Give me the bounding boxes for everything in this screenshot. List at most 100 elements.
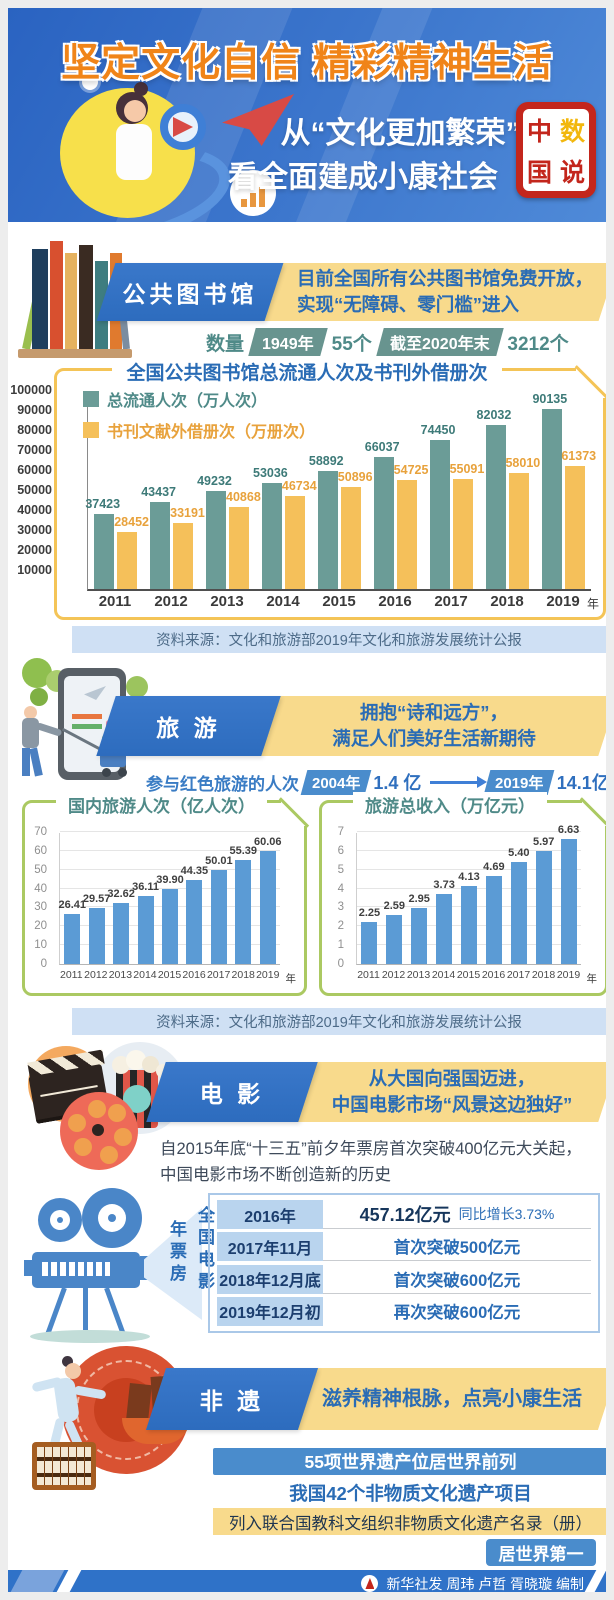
bar-2016: 44.35 — [181, 865, 208, 964]
y-tick-6: 6 — [337, 844, 344, 857]
table-cell-value: 再次突破600亿元 — [393, 1304, 521, 1323]
count-tag-1949: 1949年 — [248, 328, 328, 356]
bar-2012-s0: 43437 — [141, 485, 176, 589]
x-tick-2015: 2015 — [456, 969, 481, 981]
seal-characters: 中 数 国 说 — [523, 109, 589, 191]
mini-chart-icon — [230, 170, 276, 216]
bar-value-label: 58010 — [505, 455, 541, 470]
bar-value-label: 60.06 — [253, 835, 282, 848]
movie-paragraph: 自2015年底“十三五”前夕年票房首次突破400亿元大关起， 中国电影市场不断创… — [160, 1136, 606, 1188]
bar-2013-s0: 49232 — [197, 474, 232, 589]
library-chart-title: 全国公共图书馆总流通人次及书刊外借册次 — [112, 363, 502, 384]
bar-2017: 50.01 — [205, 855, 233, 964]
bar-group-2016: 44.35 — [181, 865, 208, 964]
bar-value-label: 5.97 — [532, 836, 555, 849]
count-tag-2020: 截至2020年末 — [376, 328, 504, 356]
junk-boat-sail — [126, 1382, 152, 1422]
y-tick-3: 3 — [337, 901, 344, 914]
bar-value-label: 6.63 — [557, 823, 580, 836]
bookshelf — [18, 349, 132, 358]
bar-2016-s0: 66037 — [365, 440, 400, 589]
count-label: 数量 — [206, 333, 245, 355]
y-tick-80000: 80000 — [17, 423, 52, 437]
movie-desc-line1: 从大国向强国迈进， — [368, 1068, 536, 1089]
library-banner-desc: 目前全国所有公共图书馆免费开放， 实现“无障碍、零门槛”进入 — [253, 263, 606, 321]
x-tick-2018: 2018 — [531, 969, 556, 981]
bar-2015: 39.90 — [156, 874, 184, 964]
bar-2019-s0: 90135 — [532, 392, 567, 589]
bar-group-2016: 66037 54725 — [365, 389, 428, 589]
bar-2011: 26.41 — [58, 899, 86, 964]
bar-group-2012: 29.57 — [83, 893, 110, 964]
bar-group-2017: 50.01 — [205, 855, 233, 964]
heritage-banner-title: 非 遗 — [145, 1368, 319, 1430]
x-tick-2015: 2015 — [322, 593, 356, 610]
y-tick-10: 10 — [34, 939, 47, 952]
movie-banner-desc: 从大国向强国迈进， 中国电影市场“风景这边独好” — [286, 1062, 606, 1122]
footer-bar: 新华社发 周玮 卢哲 胥晓璇 编制 — [8, 1570, 606, 1592]
bar-2011-s0: 37423 — [85, 497, 120, 589]
bar-2019: 60.06 — [254, 836, 281, 964]
chart-x-axis: 2011 2012 2013 2014 2015 2016 2017 2018 2019 — [59, 969, 280, 981]
y-tick-0: 0 — [337, 958, 344, 970]
bar-group-2017: 74450 55091 — [420, 389, 484, 589]
chart-plot: 26.41 29.57 32.62 36.11 39.90 44.35 50.01 55.39… — [58, 831, 281, 965]
bar-group-2011: 26.41 — [58, 899, 86, 964]
bar-2014-s0: 53036 — [253, 466, 288, 589]
gridline-60 — [60, 849, 280, 851]
bar-2014: 36.11 — [132, 881, 159, 964]
bar-value-label: 28452 — [114, 515, 149, 530]
movie-desc-line2: 中国电影市场“风景这边独好” — [331, 1094, 573, 1115]
y-tick-20: 20 — [34, 920, 47, 933]
bar-2012: 2.59 — [384, 900, 405, 964]
x-tick-2015: 2015 — [157, 969, 182, 981]
bar-value-label: 32.62 — [107, 887, 135, 900]
y-tick-90000: 90000 — [17, 403, 52, 417]
bar-group-2014: 36.11 — [132, 881, 159, 964]
x-tick-2016: 2016 — [481, 969, 506, 981]
tourism-banner-desc: 拥抱“诗和远方”， 满足人们美好生活新期待 — [250, 696, 606, 756]
y-tick-5: 5 — [337, 863, 344, 876]
heritage-line-intangible: 我国42个非物质文化遗产项目 — [289, 1483, 532, 1504]
x-axis-unit: 年 — [285, 973, 297, 985]
bar-value-label: 74450 — [420, 423, 456, 438]
y-tick-7: 7 — [337, 826, 344, 838]
bar-2015-s0: 58892 — [309, 454, 344, 589]
bar-group-2014: 53036 46734 — [253, 389, 317, 589]
seal-char: 中 — [526, 117, 552, 146]
library-chart-title-row: 全国公共图书馆总流通人次及书刊外借册次 — [8, 358, 606, 385]
footer-stripe — [582, 1570, 606, 1592]
heritage-bar-world-heritage: 55项世界遗产位居世界前列 — [213, 1448, 606, 1475]
x-tick-2016: 2016 — [182, 969, 206, 981]
bar-2014: 3.73 — [433, 879, 455, 964]
chart-x-axis: 2011 2012 2013 2014 2015 2016 2017 2018 2019 — [356, 969, 581, 981]
decor-person-head — [124, 100, 146, 122]
y-tick-0: 0 — [40, 958, 47, 970]
legend-swatch-teal — [83, 391, 99, 407]
red-tourism-tag-2019: 2019年 — [484, 769, 556, 795]
bar-value-label: 50896 — [337, 470, 373, 485]
heritage-badge-world-first: 居世界第一 — [486, 1539, 596, 1566]
bar-value-label: 2.59 — [383, 900, 406, 913]
bar-value-label: 26.41 — [58, 899, 86, 912]
x-tick-2019: 2019 — [256, 969, 280, 981]
page-title: 坚定文化自信 精彩精神生活 — [61, 42, 553, 85]
legend-item: 书刊文献外借册次（万册次） — [83, 418, 315, 442]
bar-value-label: 90135 — [532, 391, 568, 406]
bars: 26.41 29.57 32.62 36.11 39.90 44.35 50.01 55.39… — [58, 833, 281, 964]
x-tick-2013: 2013 — [406, 969, 431, 981]
bar-group-2015: 4.13 — [457, 871, 482, 964]
bar-value-label: 4.69 — [483, 860, 505, 873]
library-chart-x-axis: 2011 2012 2013 2014 2015 2016 2017 2018 2019 — [87, 593, 591, 610]
decor-person-bun — [134, 82, 148, 96]
library-chart-y-axis: 100000 90000 80000 70000 60000 50000 40000 3000… — [8, 383, 52, 591]
y-tick-60: 60 — [34, 844, 47, 857]
x-tick-2017: 2017 — [206, 969, 231, 981]
movie-banner-title: 电 影 — [146, 1062, 318, 1122]
seal-char: 数 — [559, 117, 585, 146]
bar-value-label: 55091 — [449, 461, 485, 476]
library-source-bar: 资料来源：文化和旅游部2019年文化和旅游发展统计公报 — [72, 626, 606, 653]
red-tourism-row: 参与红色旅游的人次 2004年 1.4 亿 2019年 14.1亿 — [146, 768, 606, 796]
table-cell-value: 首次突破500亿元 — [323, 1232, 591, 1262]
taichi-person-bun — [62, 1356, 73, 1367]
